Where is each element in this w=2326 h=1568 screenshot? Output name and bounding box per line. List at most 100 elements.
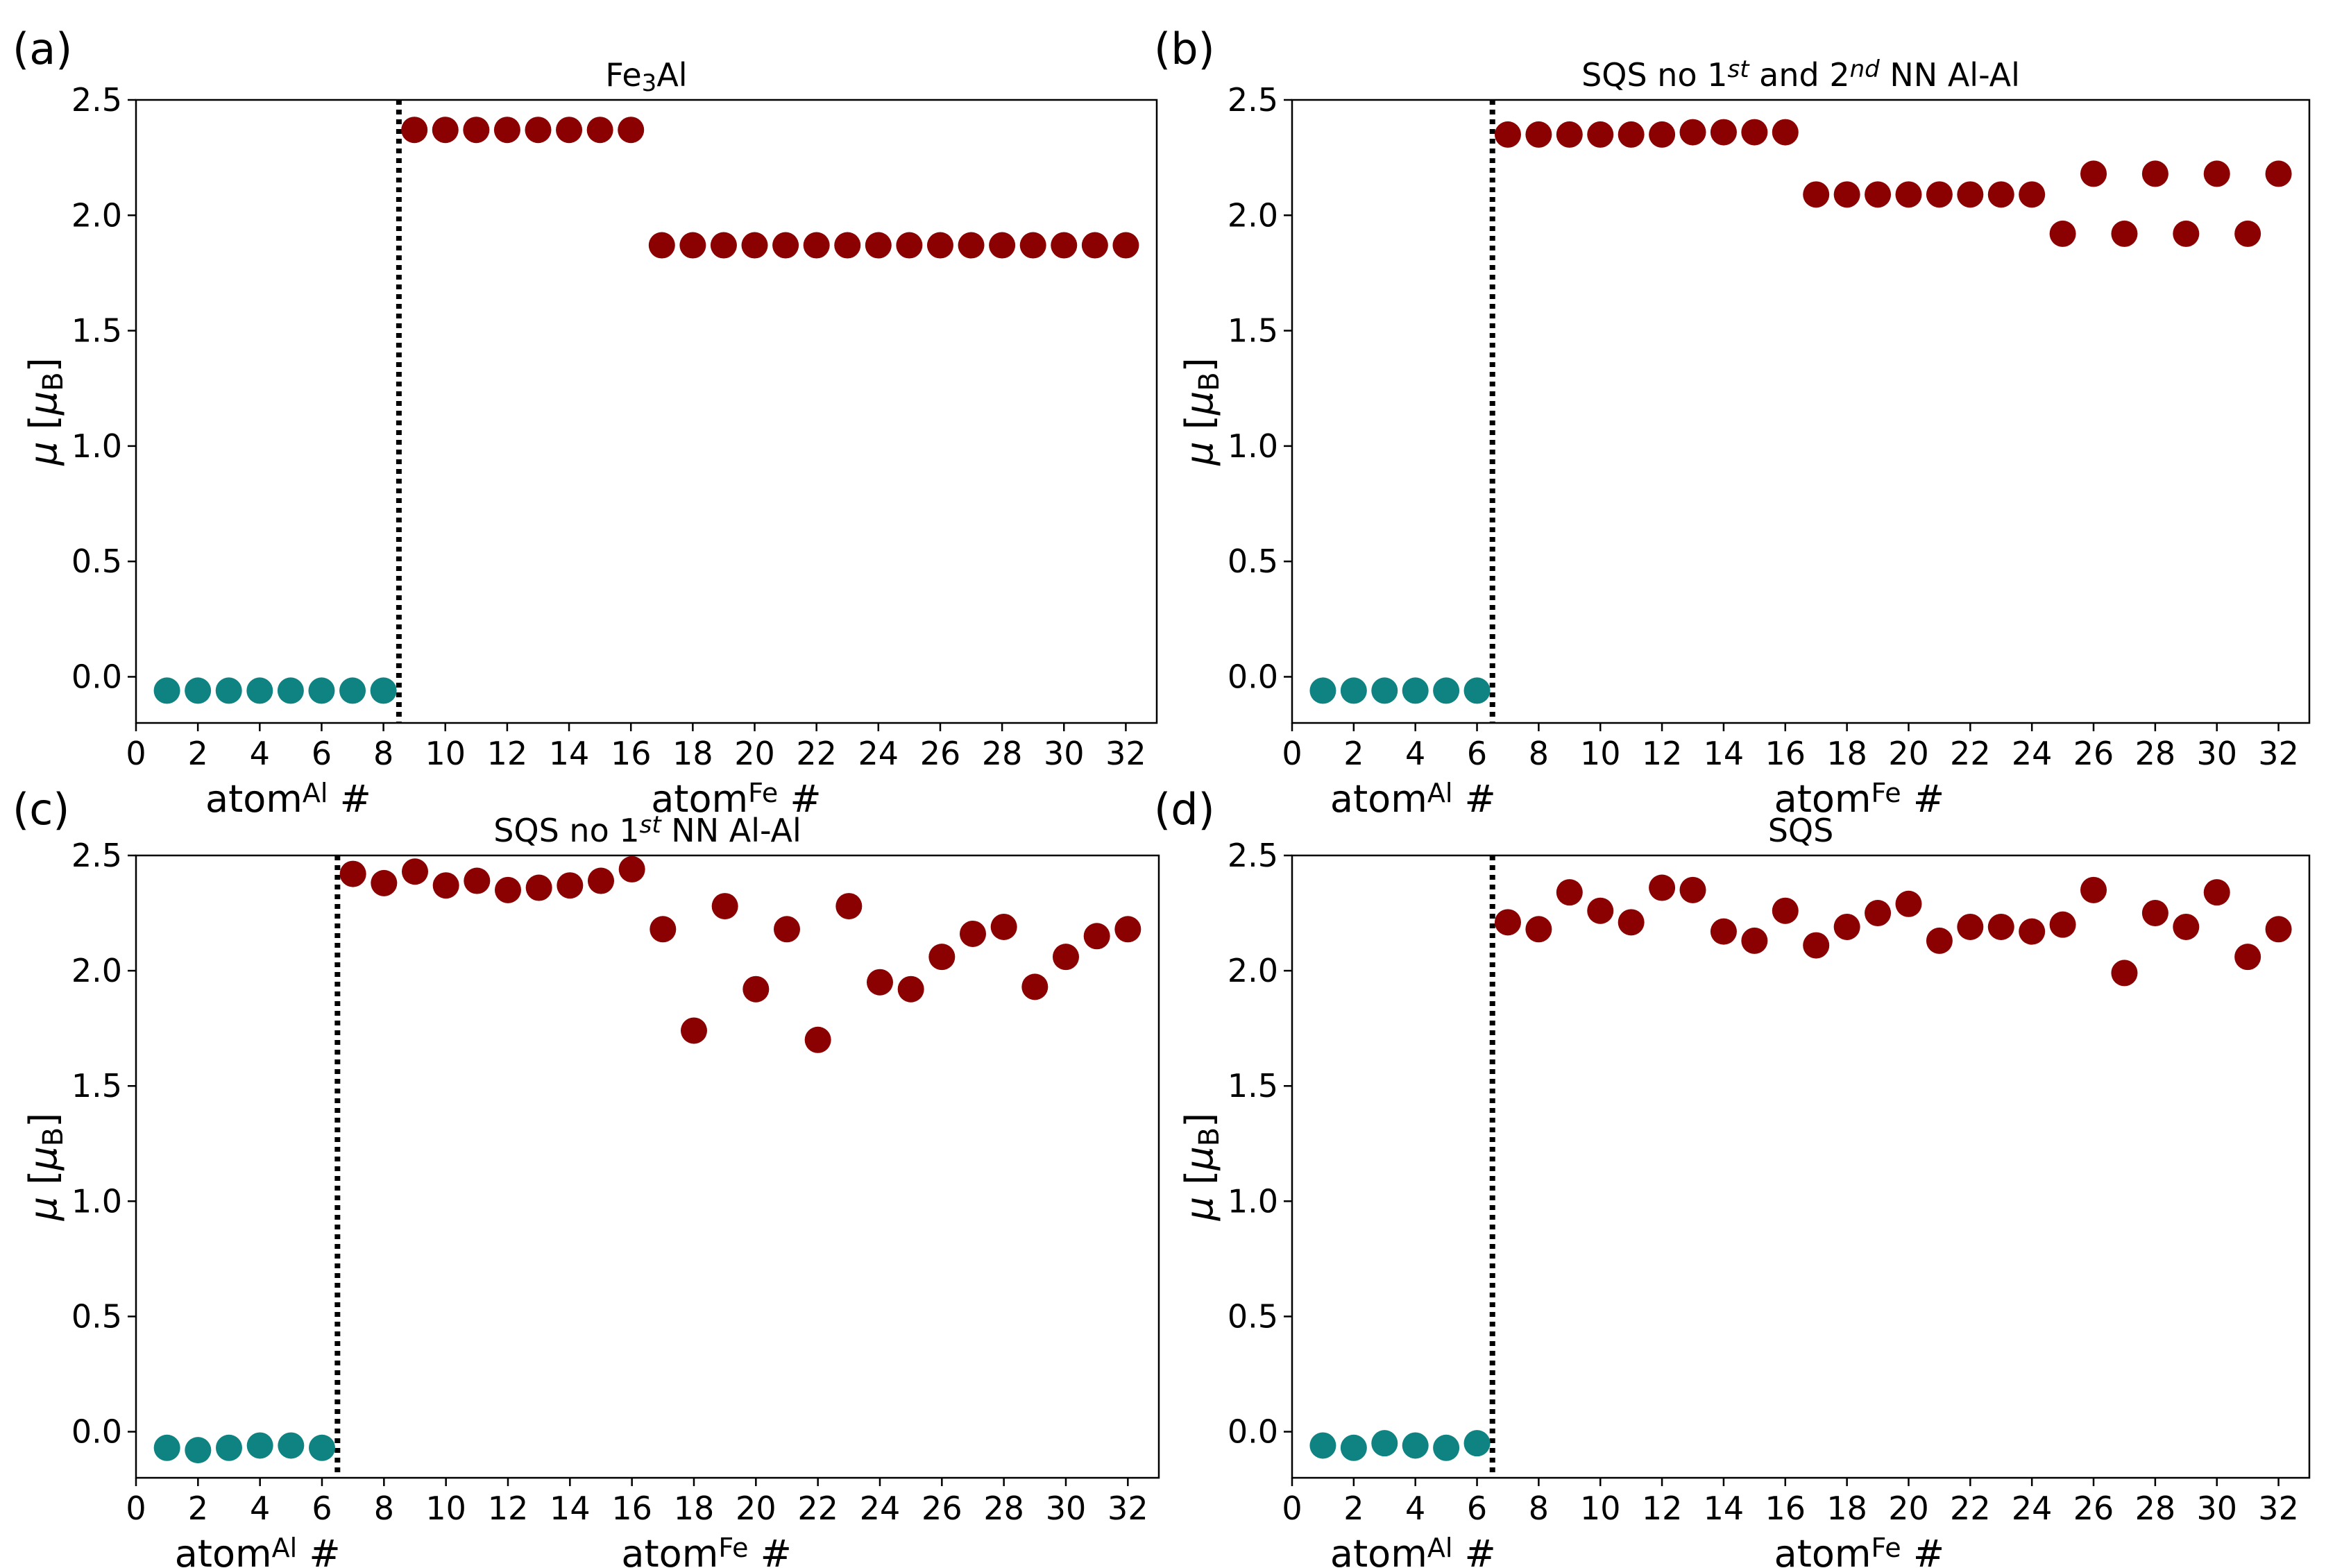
x-tick-label: 2 <box>1343 1490 1364 1527</box>
data-point-fe <box>865 232 892 259</box>
x-tick-label: 22 <box>797 1490 838 1527</box>
x-tick-label: 30 <box>2196 735 2237 772</box>
data-point-fe <box>1556 121 1583 148</box>
data-point-fe <box>588 867 614 894</box>
data-point-fe <box>1494 121 1521 148</box>
data-point-fe <box>525 874 552 901</box>
x-tick-label: 14 <box>1704 735 1744 772</box>
data-point-fe <box>2080 876 2107 903</box>
data-point-fe <box>557 872 584 899</box>
data-point-al <box>1309 1432 1336 1459</box>
data-point-fe <box>835 893 863 920</box>
x-tick-label: 20 <box>734 735 775 772</box>
data-point-fe <box>2111 960 2138 987</box>
panel-letter: (b) <box>1154 24 1215 74</box>
data-point-fe <box>1525 121 1552 148</box>
x-tick-label: 32 <box>2258 735 2299 772</box>
y-tick-label: 1.0 <box>71 427 122 465</box>
data-point-fe <box>618 117 645 144</box>
data-point-fe <box>1772 119 1799 146</box>
data-point-fe <box>804 1026 831 1053</box>
panel-b: (b) SQS no 1st and 2nd NN Al-Al 0.0 0.5 1.0 1… <box>1154 24 2311 821</box>
data-point-fe <box>1021 973 1049 1000</box>
x-tick-label: 10 <box>1580 735 1621 772</box>
data-point-fe <box>1895 181 1922 208</box>
x-tick-label: 0 <box>126 1490 146 1527</box>
x-tick-label: 26 <box>2073 1490 2114 1527</box>
y-tick-label: 0.0 <box>1228 1413 1278 1451</box>
data-point-al <box>1433 677 1460 704</box>
x-axis-label-fe: atomFe # <box>651 777 822 821</box>
x-tick-label: 10 <box>425 1490 466 1527</box>
x-tick-label: 18 <box>1826 1490 1867 1527</box>
x-tick-label: 28 <box>2135 1490 2176 1527</box>
x-tick-label: 14 <box>1704 1490 1744 1527</box>
y-tick-label: 0.0 <box>71 658 122 695</box>
x-tick-label: 32 <box>1107 1490 1148 1527</box>
x-tick-label: 26 <box>920 735 961 772</box>
plot-frame <box>1291 99 2311 724</box>
data-point-fe <box>1649 121 1676 148</box>
data-point-fe <box>710 232 737 259</box>
plot-frame <box>135 99 1158 724</box>
data-point-fe <box>897 975 924 1003</box>
data-point-fe <box>1926 927 1953 954</box>
data-point-fe <box>525 117 552 144</box>
data-point-fe <box>803 232 830 259</box>
x-tick-label: 32 <box>2258 1490 2299 1527</box>
x-tick-label: 2 <box>188 735 208 772</box>
data-point-fe <box>1957 181 1984 208</box>
x-tick-label: 22 <box>1950 735 1991 772</box>
data-point-fe <box>2234 944 2261 971</box>
x-tick-label: 8 <box>374 1490 394 1527</box>
x-tick-label: 16 <box>1765 1490 1806 1527</box>
data-point-fe <box>679 232 706 259</box>
x-tick-label: 12 <box>487 735 528 772</box>
x-tick-label: 16 <box>611 1490 652 1527</box>
data-point-al <box>1340 1434 1367 1461</box>
data-point-fe <box>1587 121 1614 148</box>
x-axis-label-fe: atomFe # <box>1774 1532 1945 1568</box>
data-point-fe <box>2141 900 2168 927</box>
x-tick-label: 6 <box>312 735 332 772</box>
data-point-al <box>308 677 335 704</box>
x-axis-label-al: atomAl # <box>1330 1532 1496 1568</box>
data-point-al <box>1402 677 1429 704</box>
data-point-fe <box>2203 160 2230 187</box>
data-point-fe <box>774 916 800 943</box>
x-tick-label: 0 <box>1282 1490 1302 1527</box>
x-axis-label-al: atomAl # <box>205 777 371 821</box>
data-point-fe <box>834 232 861 259</box>
data-point-fe <box>2049 220 2076 247</box>
data-point-fe <box>1587 897 1614 924</box>
x-tick-label: 32 <box>1105 735 1146 772</box>
data-point-fe <box>2234 220 2261 247</box>
x-tick-label: 2 <box>188 1490 208 1527</box>
data-point-fe <box>650 916 677 943</box>
data-point-fe <box>586 117 613 144</box>
data-point-fe <box>401 117 428 144</box>
data-point-fe <box>711 893 738 920</box>
data-point-al <box>153 677 180 704</box>
x-tick-label: 14 <box>550 1490 591 1527</box>
data-point-fe <box>1556 879 1583 906</box>
data-point-fe <box>2141 160 2168 187</box>
x-axis-label-al: atomAl # <box>175 1532 341 1568</box>
data-point-fe <box>1926 181 1953 208</box>
data-point-al <box>1340 677 1367 704</box>
data-point-fe <box>495 876 521 903</box>
data-point-fe <box>432 872 459 899</box>
data-point-al <box>246 677 273 704</box>
x-tick-label: 24 <box>858 735 899 772</box>
y-axis-label: μ [μB] <box>1178 1113 1225 1221</box>
x-tick-label: 8 <box>373 735 393 772</box>
x-tick-label: 30 <box>1046 1490 1087 1527</box>
data-point-fe <box>742 975 770 1003</box>
data-point-al <box>1463 1430 1491 1457</box>
y-tick-label: 1.0 <box>1228 1182 1278 1220</box>
data-point-fe <box>2265 916 2292 943</box>
data-point-al <box>1371 1430 1398 1457</box>
x-tick-label: 4 <box>1405 1490 1425 1527</box>
data-point-fe <box>493 117 520 144</box>
